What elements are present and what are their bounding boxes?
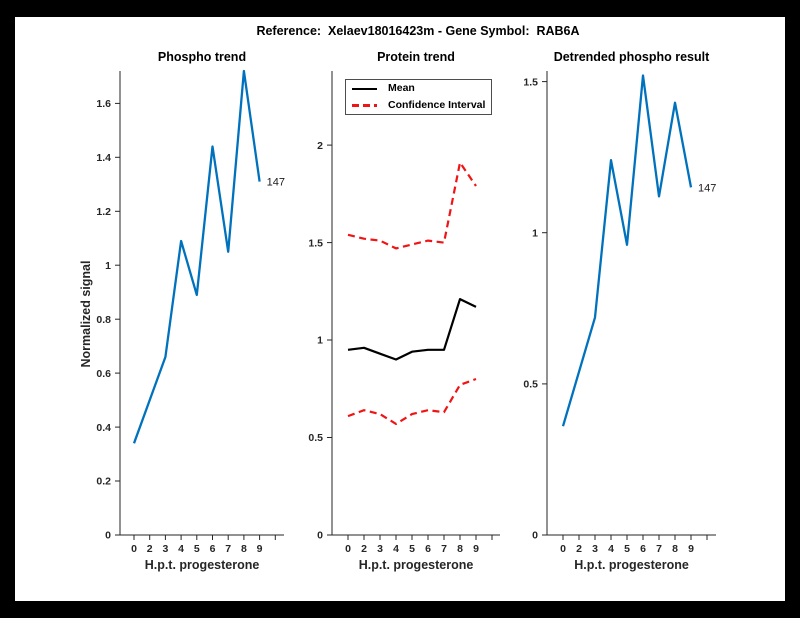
x-axis-label-1: H.p.t. progesterone	[144, 558, 260, 572]
y-tick-label: 1	[317, 335, 323, 347]
x-tick-label: 4	[608, 543, 614, 555]
y-tick-label: 1.5	[308, 237, 323, 249]
x-tick-label: 9	[688, 543, 694, 555]
y-tick-label: 0.8	[96, 314, 111, 326]
y-tick-label: 1.6	[96, 98, 111, 110]
x-tick-label: 2	[361, 543, 367, 555]
y-tick-label: 1.4	[96, 152, 111, 164]
x-tick-label: 5	[624, 543, 630, 555]
y-tick-label: 0.5	[308, 432, 323, 444]
mean-line-swatch-icon	[352, 87, 377, 90]
subplot-title-phospho-trend: Phospho trend	[157, 50, 247, 64]
endpoint-annotation: 147	[267, 177, 285, 189]
figure-title: Reference: Xelaev18016423m - Gene Symbol…	[256, 24, 580, 38]
y-tick-label: 1	[532, 227, 538, 239]
y-tick-label: 0.6	[96, 368, 111, 380]
ci-line-swatch-icon	[352, 104, 377, 107]
y-tick-label: 1.5	[523, 76, 538, 88]
x-tick-label: 2	[147, 543, 153, 555]
series-detrended-phospho	[561, 74, 693, 427]
x-tick-label: 3	[377, 543, 383, 555]
x-tick-label: 7	[656, 543, 662, 555]
endpoint-annotation: 147	[698, 182, 716, 194]
x-tick-label: 6	[425, 543, 431, 555]
subplot-title-detrended-result: Detrended phospho result	[553, 50, 710, 64]
x-tick-label: 4	[393, 543, 399, 555]
y-tick-label: 0	[317, 530, 323, 542]
x-tick-label: 8	[672, 543, 678, 555]
subplot-title-protein-trend: Protein trend	[377, 50, 455, 64]
y-tick-label: 0	[532, 530, 538, 542]
x-tick-label: 2	[576, 543, 582, 555]
legend-label-mean: Mean	[388, 82, 415, 95]
x-axis-label-2: H.p.t. progesterone	[358, 558, 474, 572]
x-tick-label: 3	[162, 543, 168, 555]
series-mean	[347, 298, 477, 361]
x-tick-label: 4	[178, 543, 184, 555]
legend-item-mean: Mean	[346, 81, 491, 97]
x-tick-label: 6	[640, 543, 646, 555]
y-tick-label: 0	[105, 530, 111, 542]
x-tick-label: 9	[473, 543, 479, 555]
y-tick-label: 0.4	[96, 422, 111, 434]
x-tick-label: 0	[345, 543, 351, 555]
series-ci-lower	[347, 377, 477, 425]
plots-svg: 00.20.40.60.811.21.41.60 2 3 4 5 6 7 8 914700.51…	[96, 69, 716, 555]
y-tick-label: 0.2	[96, 476, 111, 488]
y-tick-label: 2	[317, 140, 323, 152]
series-ci-upper	[347, 161, 477, 250]
x-tick-label: 7	[441, 543, 447, 555]
legend: Mean Confidence Interval	[345, 79, 492, 115]
series-phospho-signal	[132, 69, 261, 444]
legend-item-ci: Confidence Interval	[346, 97, 491, 113]
x-tick-label: 8	[241, 543, 247, 555]
x-tick-label: 8	[457, 543, 463, 555]
x-axis-label-3: H.p.t. progesterone	[574, 558, 689, 572]
x-tick-label: 0	[131, 543, 137, 555]
y-tick-label: 1	[105, 260, 111, 272]
x-tick-label: 3	[592, 543, 598, 555]
x-tick-label: 5	[194, 543, 200, 555]
x-tick-label: 7	[225, 543, 231, 555]
y-tick-label: 0.5	[523, 379, 538, 391]
figure-canvas: Reference: Xelaev18016423m - Gene Symbol…	[15, 17, 785, 601]
legend-label-ci: Confidence Interval	[388, 98, 486, 111]
x-tick-label: 0	[560, 543, 566, 555]
x-tick-label: 9	[257, 543, 263, 555]
x-tick-label: 5	[409, 543, 415, 555]
y-tick-label: 1.2	[96, 206, 111, 218]
x-tick-label: 6	[210, 543, 216, 555]
